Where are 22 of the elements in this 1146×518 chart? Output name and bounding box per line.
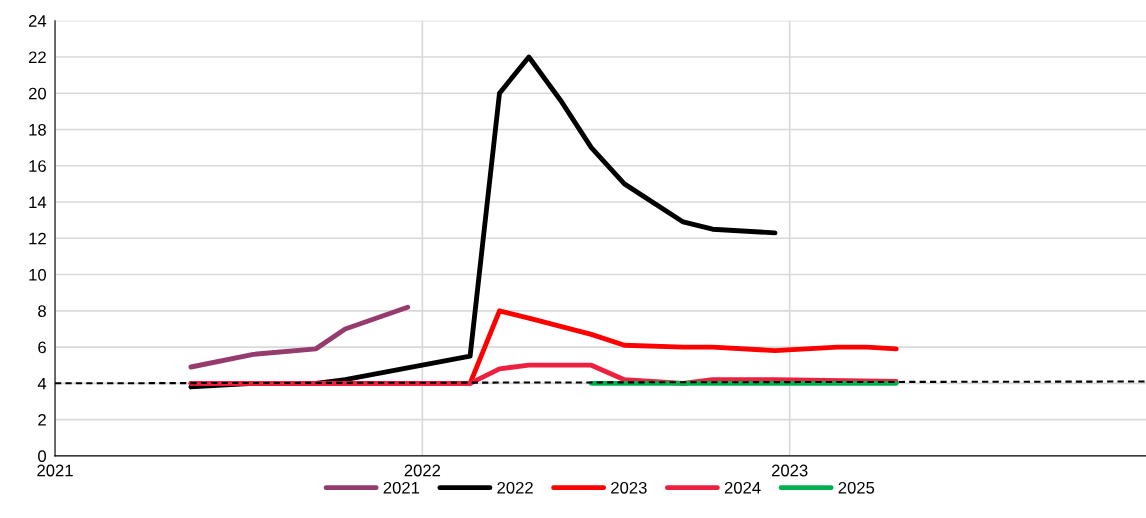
y-tick-label: 24 bbox=[28, 15, 47, 27]
y-tick-label: 14 bbox=[29, 196, 47, 209]
legend-label: 2023 bbox=[611, 481, 647, 494]
legend-label: 2025 bbox=[838, 481, 875, 494]
y-tick-label: 16 bbox=[29, 160, 46, 172]
legend-label: 2021 bbox=[383, 481, 420, 494]
y-tick-label: 6 bbox=[38, 341, 46, 354]
legend-label: 2022 bbox=[497, 481, 533, 494]
y-tick-label: 2 bbox=[38, 413, 46, 426]
y-tick-label: 0 bbox=[38, 450, 47, 463]
y-tick-label: 4 bbox=[37, 377, 47, 390]
y-tick-label: 22 bbox=[28, 51, 46, 64]
y-tick-label: 8 bbox=[38, 305, 46, 317]
y-tick-label: 18 bbox=[29, 123, 46, 136]
x-tick-label: 2022 bbox=[404, 464, 441, 477]
x-tick-label: 2021 bbox=[37, 464, 73, 477]
y-tick-label: 10 bbox=[29, 268, 47, 281]
y-tick-label: 20 bbox=[28, 87, 47, 100]
x-tick-label: 2023 bbox=[771, 464, 808, 477]
line-series bbox=[188, 304, 411, 370]
legend-label: 2024 bbox=[724, 481, 761, 494]
y-tick-label: 12 bbox=[29, 232, 46, 245]
